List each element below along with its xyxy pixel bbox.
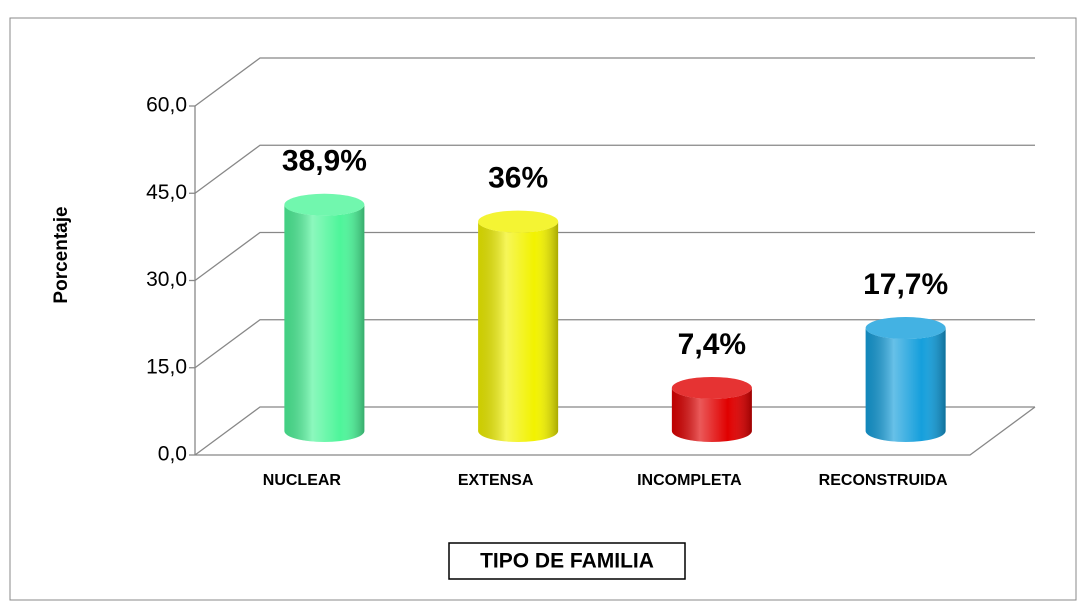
x-tick-label: INCOMPLETA xyxy=(637,472,742,489)
y-tick-label: 60,0 xyxy=(146,94,187,117)
grid-line xyxy=(194,57,1035,107)
x-tick-label: RECONSTRUIDA xyxy=(819,472,948,489)
bar-top-shade xyxy=(284,193,365,216)
grid-line xyxy=(194,319,1035,369)
y-tick-label: 0,0 xyxy=(158,443,187,466)
x-tick-label: NUCLEAR xyxy=(263,472,342,489)
bar-top xyxy=(284,193,365,216)
value-label: 38,9% xyxy=(282,145,367,178)
bar-top xyxy=(478,210,559,233)
x-tick-label: EXTENSA xyxy=(458,472,534,489)
bar-top-shade xyxy=(671,376,752,399)
bar-shade xyxy=(478,221,559,443)
bar-top-shade xyxy=(478,210,559,233)
grid-line xyxy=(194,144,1035,194)
bar-shade xyxy=(671,387,752,443)
bar-top xyxy=(865,317,946,340)
x-axis-title: TIPO DE FAMILIA xyxy=(480,550,654,573)
y-tick-label: 30,0 xyxy=(146,268,187,291)
value-label: 17,7% xyxy=(863,268,948,301)
floor xyxy=(195,406,1036,456)
x-title-box xyxy=(448,542,686,580)
bar-top-shade xyxy=(865,317,946,340)
y-tick-label: 45,0 xyxy=(146,181,187,204)
bar-shade xyxy=(284,204,365,443)
y-axis-title: Porcentaje xyxy=(51,206,72,303)
value-label: 7,4% xyxy=(678,328,746,361)
grid-line xyxy=(194,406,1035,456)
bar-top xyxy=(671,376,752,399)
value-label: 36% xyxy=(488,162,548,195)
grid-line xyxy=(194,231,1035,282)
chart-border xyxy=(9,17,1077,601)
y-tick-label: 15,0 xyxy=(146,355,187,378)
bar-shade xyxy=(865,328,946,443)
